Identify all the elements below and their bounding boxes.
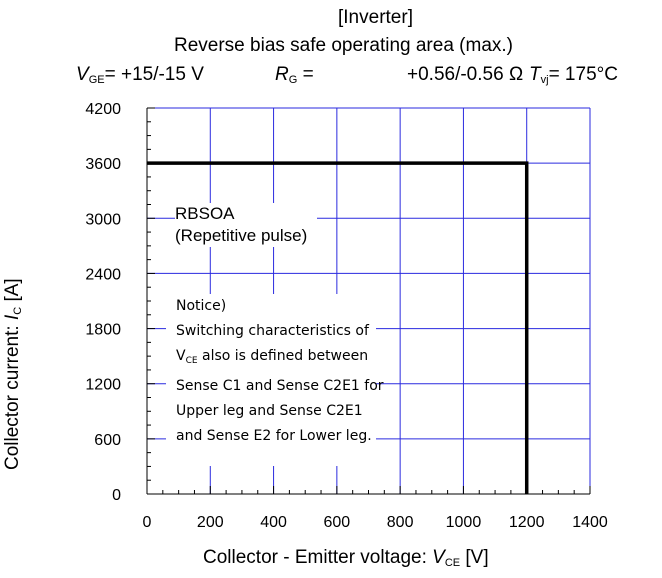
- axes: [146, 107, 591, 495]
- x-tick-label: 1200: [509, 514, 545, 531]
- x-axis-unit: [V]: [460, 547, 489, 568]
- rbsoa-label-line1: RBSOA: [175, 204, 235, 223]
- tvj-subscript: vj: [540, 74, 549, 86]
- tvj-symbol: T: [529, 64, 541, 85]
- notice-vce-subscript: CE: [185, 356, 198, 366]
- chart-title: Reverse bias safe operating area (max.): [174, 35, 513, 56]
- notice-line2-text: also is defined between: [197, 348, 369, 364]
- x-axis-symbol: V: [432, 547, 445, 568]
- x-tick-label: 200: [197, 514, 224, 531]
- tick-labels: 0 200 400 600 800 1000 1200 1400 0 600 1200 1800 240…: [85, 101, 607, 531]
- notice-line2: VCE also is defined between: [176, 344, 376, 374]
- y-tick-label: 4200: [85, 101, 121, 118]
- x-tick-label: 800: [387, 514, 414, 531]
- y-tick-label: 1200: [85, 377, 121, 394]
- x-tick-label: 600: [324, 514, 351, 531]
- y-tick-label: 3600: [85, 156, 121, 173]
- series-layer: [147, 161, 529, 494]
- rbsoa-label-line2: (Repetitive pulse): [175, 226, 308, 245]
- rg-symbol: R: [275, 64, 289, 85]
- x-axis-title-prefix: Collector - Emitter voltage:: [203, 547, 433, 568]
- notice-line1: Switching characteristics of: [176, 323, 369, 339]
- rg-subscript: G: [288, 74, 298, 86]
- y-axis-title-prefix: Collector current:: [2, 320, 23, 470]
- vge-symbol: V: [76, 64, 89, 85]
- chart-title-line1: [Inverter]: [338, 7, 413, 28]
- x-tick-label: 0: [143, 514, 152, 531]
- rg-value: +0.56/-0.56 Ω: [407, 64, 524, 85]
- y-axis-symbol: I: [2, 314, 23, 321]
- y-axis-unit: [A]: [2, 278, 23, 307]
- y-tick-label: 3000: [85, 211, 121, 228]
- notice-box: Notice) Switching characteristics of VCE…: [166, 294, 384, 466]
- y-tick-label: 1800: [85, 322, 121, 339]
- x-tick-label: 1400: [572, 514, 608, 531]
- rbsoa-boundary-line: [147, 161, 529, 494]
- y-tick-label: 2400: [85, 266, 121, 283]
- vge-value: = +15/-15 V: [104, 64, 204, 85]
- tvj-value: = 175°C: [548, 64, 618, 85]
- notice-line3: Sense C1 and Sense C2E1 for: [176, 378, 384, 394]
- rg-condition: RG =: [275, 64, 314, 86]
- tvj-condition: Tvj= 175°C: [529, 64, 618, 86]
- rg-equals: =: [302, 64, 314, 85]
- notice-vce-symbol: V: [176, 348, 186, 364]
- vge-subscript: GE: [88, 74, 105, 86]
- x-tick-label: 1000: [446, 514, 482, 531]
- x-tick-label: 400: [260, 514, 287, 531]
- y-axis-subscript: C: [12, 306, 24, 315]
- y-tick-label: 600: [94, 432, 121, 449]
- x-axis-title: Collector - Emitter voltage: VCE [V]: [203, 547, 489, 569]
- vge-condition: VGE= +15/-15 V: [76, 64, 204, 86]
- y-axis-title: Collector current: IC [A]: [2, 278, 24, 470]
- rbsoa-label: RBSOA (Repetitive pulse): [175, 203, 318, 247]
- x-axis-subscript: CE: [444, 557, 461, 569]
- notice-title: Notice): [176, 298, 227, 314]
- y-tick-label: 0: [112, 487, 121, 504]
- notice-line5: and Sense E2 for Lower leg.: [176, 428, 372, 444]
- notice-line4: Upper leg and Sense C2E1: [176, 403, 363, 419]
